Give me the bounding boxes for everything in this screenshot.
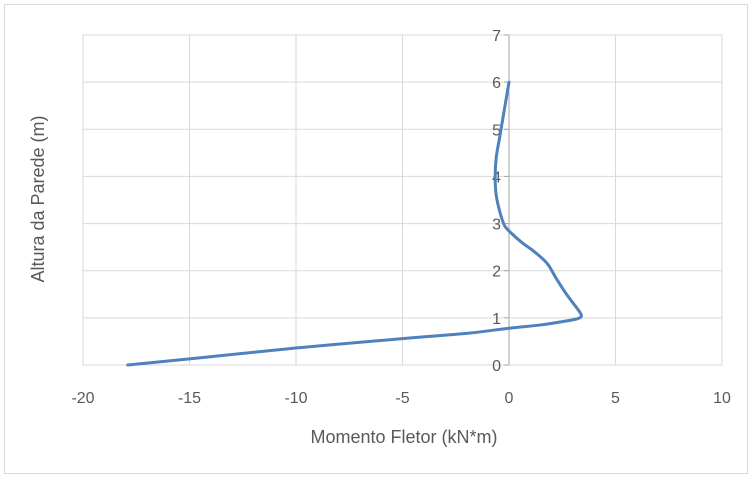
y-tick-label-0: 0	[492, 358, 501, 375]
series-layer	[126, 80, 583, 367]
y-tick-label-3: 3	[492, 217, 501, 234]
x-tick-label-5: 5	[611, 390, 620, 407]
x-axis-title: Momento Fletor (kN*m)	[310, 427, 497, 447]
x-tick-label-1: -15	[178, 390, 201, 407]
y-tick-label-6: 6	[492, 75, 501, 92]
x-tick-label-0: -20	[71, 390, 94, 407]
y-tick-label-5: 5	[492, 122, 501, 139]
y-tick-label-7: 7	[492, 28, 501, 45]
y-axis-title: Altura da Parede (m)	[28, 115, 48, 282]
x-tick-label-3: -5	[395, 390, 409, 407]
y-tick-label-2: 2	[492, 264, 501, 281]
x-tick-label-4: 0	[505, 390, 514, 407]
y-tick-label-1: 1	[492, 311, 501, 328]
x-tick-label-2: -10	[284, 390, 307, 407]
x-tick-label-6: 10	[713, 390, 731, 407]
grid-layer	[82, 34, 723, 366]
series-line-0	[126, 80, 583, 367]
